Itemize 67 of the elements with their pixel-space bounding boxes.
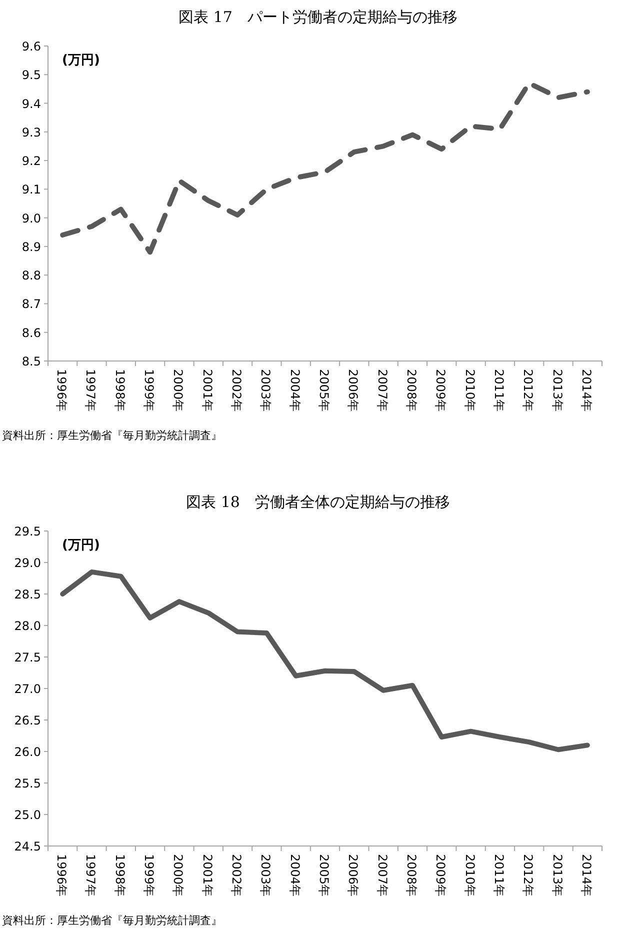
x-tick-label: 1999年 [142,369,156,412]
x-tick-label: 2014年 [579,369,594,412]
y-tick-label: 26.0 [14,745,41,759]
x-tick-label: 2011年 [492,854,506,897]
x-tick-label: 2003年 [258,854,273,897]
y-tick-label: 9.2 [22,154,41,168]
x-tick-label: 2003年 [258,369,273,412]
y-tick-label: 28.5 [14,588,41,602]
chart-title: 図表 17 パート労働者の定期給与の推移 [178,8,458,26]
y-tick-label: 29.5 [14,524,41,538]
y-tick-label: 9.3 [22,125,41,140]
x-tick-label: 2000年 [171,369,186,412]
y-tick-label: 9.1 [22,182,41,197]
y-tick-label: 9.0 [22,211,41,226]
x-tick-label: 2002年 [230,369,244,412]
y-tick-label: 28.0 [14,619,41,633]
x-tick-label: 2010年 [462,854,477,897]
x-tick-label: 2004年 [288,854,302,897]
chart-title: 図表 18 労働者全体の定期給与の推移 [186,493,450,511]
y-tick-label: 9.5 [22,68,41,82]
text: 資料出所：厚生労働省『毎月勤労統計調査』 [2,429,222,442]
x-tick-label: 2009年 [434,369,448,412]
x-tick-label: 2006年 [346,854,360,897]
y-tick-label: 24.5 [14,840,41,854]
x-tick-label: 2013年 [550,369,564,412]
y-tick-label: 8.6 [22,326,41,340]
x-tick-label: 2011年 [492,369,506,412]
x-tick-label: 2002年 [230,854,244,897]
y-tick-label: 25.0 [14,808,41,822]
x-tick-label: 1998年 [112,854,127,897]
x-tick-label: 2006年 [346,369,360,412]
y-tick-label: 8.8 [22,268,41,283]
x-tick-label: 1996年 [54,854,69,897]
x-tick-label: 2012年 [521,369,536,412]
x-tick-label: 1998年 [112,369,127,412]
y-tick-label: 8.9 [22,240,41,254]
x-tick-label: 2004年 [288,369,302,412]
y-tick-label: 29.0 [14,556,41,570]
y-tick-label: 8.7 [22,297,41,312]
x-tick-label: 1999年 [142,854,156,897]
y-tick-label: 25.5 [14,776,41,790]
x-tick-label: 1997年 [84,854,98,897]
x-tick-label: 2008年 [404,854,418,897]
x-tick-label: 2008年 [404,369,418,412]
x-tick-label: 2010年 [462,369,477,412]
y-tick-label: 9.4 [22,96,41,111]
x-tick-label: 2012年 [521,854,536,897]
y-tick-label: 9.6 [22,40,41,54]
y-axis-title: (万円) [62,53,100,68]
x-tick-label: 1996年 [54,369,69,412]
x-tick-label: 2014年 [579,854,594,897]
x-tick-label: 2013年 [550,854,564,897]
x-tick-label: 1997年 [84,369,98,412]
x-tick-label: 2005年 [317,369,331,412]
x-tick-label: 2001年 [200,369,214,412]
y-axis-title: (万円) [62,538,100,553]
x-tick-label: 2005年 [317,854,331,897]
y-tick-label: 8.5 [22,354,41,368]
x-tick-label: 2001年 [200,854,214,897]
y-tick-label: 26.5 [14,714,41,728]
x-tick-label: 2007年 [375,854,390,897]
x-tick-label: 2007年 [375,369,390,412]
y-tick-label: 27.5 [14,650,41,664]
y-tick-label: 27.0 [14,682,41,696]
x-tick-label: 2000年 [171,854,186,897]
text: 資料出所：厚生労働省『毎月勤労統計調査』 [2,914,222,927]
x-tick-label: 2009年 [434,854,448,897]
